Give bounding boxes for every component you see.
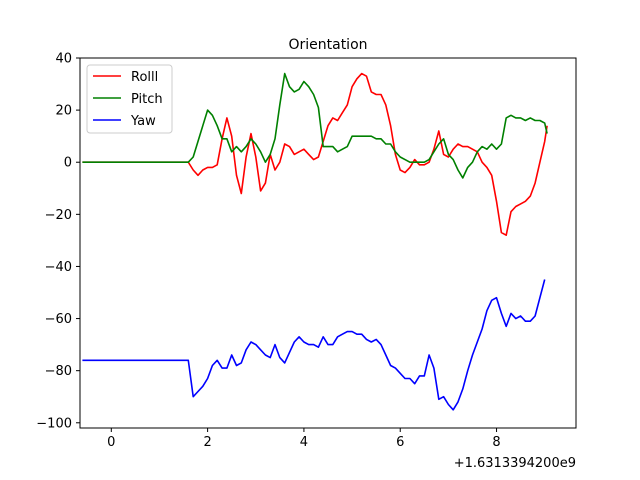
series-layer: [82, 72, 548, 411]
y-axis: 40 20 0 −20 −40 −60 −80 −100: [36, 52, 80, 431]
legend-label-pitch: Pitch: [131, 92, 163, 107]
legend-label-yaw: Yaw: [130, 114, 156, 129]
y-tick-label: 0: [64, 156, 72, 171]
series-line-rolll: [82, 72, 548, 236]
y-tick-label: −20: [45, 208, 72, 223]
series-line-yaw: [82, 279, 546, 411]
y-tick-label: −40: [45, 260, 72, 275]
legend: Rolll Pitch Yaw: [86, 64, 173, 134]
x-tick-label: 8: [492, 435, 500, 450]
x-axis: 0 2 4 6 8: [107, 428, 501, 450]
y-tick-label: −80: [45, 364, 72, 379]
y-tick-label: −60: [45, 312, 72, 327]
x-tick-label: 4: [300, 435, 308, 450]
legend-label-rolll: Rolll: [131, 70, 158, 85]
series-line-pitch: [82, 72, 548, 179]
y-tick-label: 20: [55, 104, 72, 119]
legend-box: [86, 64, 173, 134]
x-tick-label: 6: [396, 435, 404, 450]
y-tick-label: 40: [55, 52, 72, 67]
chart-title: Orientation: [288, 37, 367, 53]
x-tick-label: 2: [203, 435, 211, 450]
y-tick-label: −100: [36, 416, 72, 431]
plot-area-frame: [79, 57, 577, 429]
x-tick-label: 0: [107, 435, 115, 450]
x-axis-offset-label: +1.6313394200e9: [454, 456, 576, 471]
